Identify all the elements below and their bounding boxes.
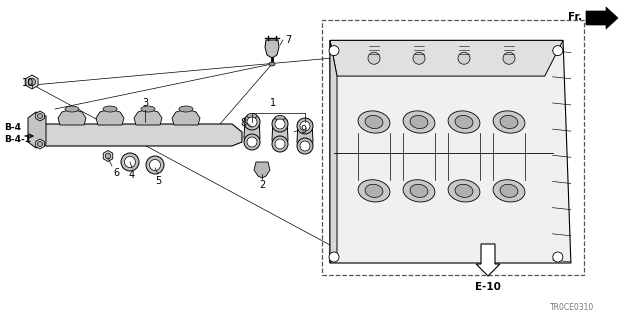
Circle shape	[368, 52, 380, 64]
Circle shape	[105, 153, 111, 159]
Ellipse shape	[448, 180, 480, 202]
Polygon shape	[586, 7, 618, 29]
Polygon shape	[330, 40, 337, 263]
Ellipse shape	[403, 180, 435, 202]
Circle shape	[150, 159, 161, 171]
Circle shape	[413, 52, 425, 64]
Circle shape	[275, 139, 285, 149]
Text: Fr.: Fr.	[568, 12, 582, 22]
Text: TR0CE0310: TR0CE0310	[550, 303, 594, 312]
Circle shape	[553, 252, 563, 262]
Ellipse shape	[455, 116, 473, 129]
Polygon shape	[26, 75, 38, 89]
Ellipse shape	[493, 180, 525, 202]
Ellipse shape	[403, 111, 435, 133]
Circle shape	[297, 138, 313, 154]
Circle shape	[329, 46, 339, 56]
Text: 9: 9	[300, 125, 306, 135]
Text: 1: 1	[270, 98, 276, 108]
Text: 7: 7	[285, 35, 291, 45]
Ellipse shape	[455, 184, 473, 197]
Circle shape	[38, 141, 42, 147]
Ellipse shape	[141, 106, 155, 112]
Ellipse shape	[493, 111, 525, 133]
Polygon shape	[36, 139, 44, 149]
Circle shape	[247, 137, 257, 147]
Polygon shape	[297, 122, 313, 152]
Ellipse shape	[269, 62, 275, 66]
Polygon shape	[330, 40, 571, 263]
Ellipse shape	[358, 180, 390, 202]
Ellipse shape	[365, 184, 383, 197]
Text: B-4: B-4	[4, 123, 21, 132]
Text: 3: 3	[142, 98, 148, 108]
Polygon shape	[103, 150, 113, 162]
Ellipse shape	[103, 106, 117, 112]
Ellipse shape	[179, 106, 193, 112]
Text: 10: 10	[22, 78, 34, 88]
Ellipse shape	[500, 116, 518, 129]
Polygon shape	[272, 120, 288, 150]
Text: E-10: E-10	[475, 282, 501, 292]
Circle shape	[272, 136, 288, 152]
Circle shape	[146, 156, 164, 174]
Ellipse shape	[500, 184, 518, 197]
Circle shape	[29, 78, 35, 85]
Polygon shape	[134, 109, 162, 125]
Polygon shape	[254, 162, 270, 178]
Ellipse shape	[410, 116, 428, 129]
Text: B-4-1: B-4-1	[4, 135, 31, 144]
FancyBboxPatch shape	[322, 20, 584, 275]
Circle shape	[247, 117, 257, 127]
Polygon shape	[28, 112, 46, 148]
Circle shape	[329, 252, 339, 262]
Circle shape	[244, 134, 260, 150]
Polygon shape	[58, 109, 86, 125]
Polygon shape	[172, 109, 200, 125]
Circle shape	[503, 52, 515, 64]
Polygon shape	[265, 40, 279, 58]
Circle shape	[300, 121, 310, 131]
Circle shape	[272, 116, 288, 132]
Ellipse shape	[275, 116, 285, 121]
Polygon shape	[244, 118, 260, 148]
Polygon shape	[96, 109, 124, 125]
Circle shape	[275, 119, 285, 129]
Ellipse shape	[410, 184, 428, 197]
Circle shape	[458, 52, 470, 64]
Text: 4: 4	[129, 170, 135, 180]
Circle shape	[38, 114, 42, 118]
Ellipse shape	[358, 111, 390, 133]
Circle shape	[121, 153, 139, 171]
Polygon shape	[36, 111, 44, 121]
Circle shape	[244, 114, 260, 130]
Circle shape	[300, 141, 310, 151]
Text: 5: 5	[155, 176, 161, 186]
Ellipse shape	[448, 111, 480, 133]
Ellipse shape	[365, 116, 383, 129]
Ellipse shape	[247, 114, 257, 118]
Polygon shape	[38, 124, 242, 146]
Ellipse shape	[65, 106, 79, 112]
Text: 6: 6	[113, 168, 119, 178]
Circle shape	[297, 118, 313, 134]
Polygon shape	[476, 244, 500, 276]
Circle shape	[553, 46, 563, 56]
Circle shape	[125, 156, 136, 167]
Polygon shape	[330, 40, 563, 76]
Text: 2: 2	[259, 180, 265, 190]
Text: 8: 8	[240, 118, 246, 128]
